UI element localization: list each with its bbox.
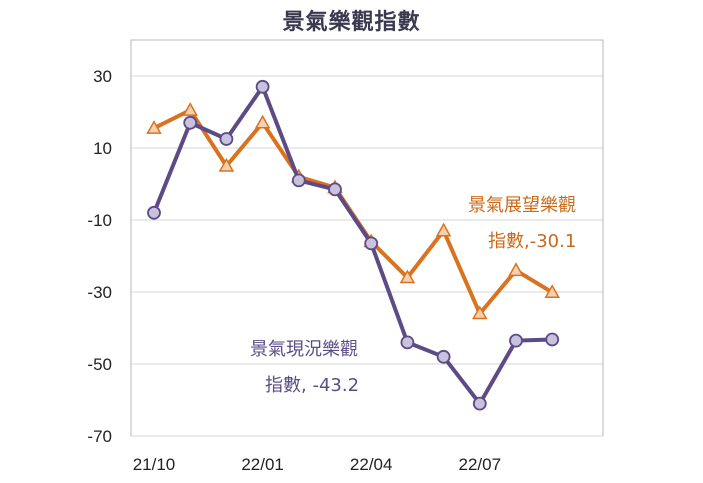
y-tick-label: -50 (87, 355, 112, 374)
data-point-triangle (435, 222, 452, 237)
outlook-annotation-line1: 景氣展望樂觀 (468, 195, 576, 216)
x-axis-ticks: 21/10 22/01 22/04 22/07 (133, 455, 501, 474)
y-axis-ticks: 30 10 -10 -30 -50 -70 (87, 67, 112, 446)
y-tick-label: -10 (87, 211, 112, 230)
data-point-circle (509, 333, 523, 348)
x-tick-label: 22/01 (241, 455, 284, 474)
data-point-triangle (182, 102, 198, 116)
x-tick-label: 21/10 (133, 455, 176, 474)
x-tick-label: 22/04 (350, 455, 393, 474)
data-point-circle (291, 173, 306, 188)
data-point-circle (400, 335, 415, 350)
gridlines (131, 75, 603, 437)
y-tick-label: -70 (87, 427, 112, 446)
data-point-triangle (254, 114, 271, 129)
data-point-circle (147, 205, 161, 220)
data-point-circle (436, 349, 451, 364)
outlook-annotation-line2: 指數,-30.1 (488, 231, 577, 252)
data-point-circle (255, 79, 270, 94)
x-tick-label: 22/07 (459, 455, 502, 474)
data-point-circle (545, 332, 560, 347)
data-point-triangle (508, 262, 524, 277)
data-point-circle (328, 182, 342, 197)
data-point-circle (183, 115, 198, 130)
y-tick-label: 30 (93, 67, 112, 86)
y-tick-label: 10 (93, 139, 112, 158)
data-point-circle (472, 396, 487, 411)
current-annotation-line2: 指數, -43.2 (265, 375, 360, 396)
data-point-triangle (146, 120, 162, 134)
data-point-triangle (544, 284, 560, 299)
data-point-triangle (399, 269, 416, 284)
chart-title: 景氣樂觀指數 (282, 10, 421, 35)
current-index-annotation: 景氣現況樂觀 指數, -43.2 (250, 335, 359, 397)
data-point-circle (219, 132, 234, 146)
series-current (147, 79, 560, 411)
current-annotation-line1: 景氣現況樂觀 (250, 339, 358, 360)
series-group (146, 79, 560, 411)
data-point-circle (364, 236, 379, 251)
data-point-triangle (218, 157, 235, 172)
y-tick-label: -30 (87, 283, 112, 302)
data-point-triangle (472, 305, 488, 320)
outlook-index-annotation: 景氣展望樂觀 指數,-30.1 (468, 191, 576, 253)
